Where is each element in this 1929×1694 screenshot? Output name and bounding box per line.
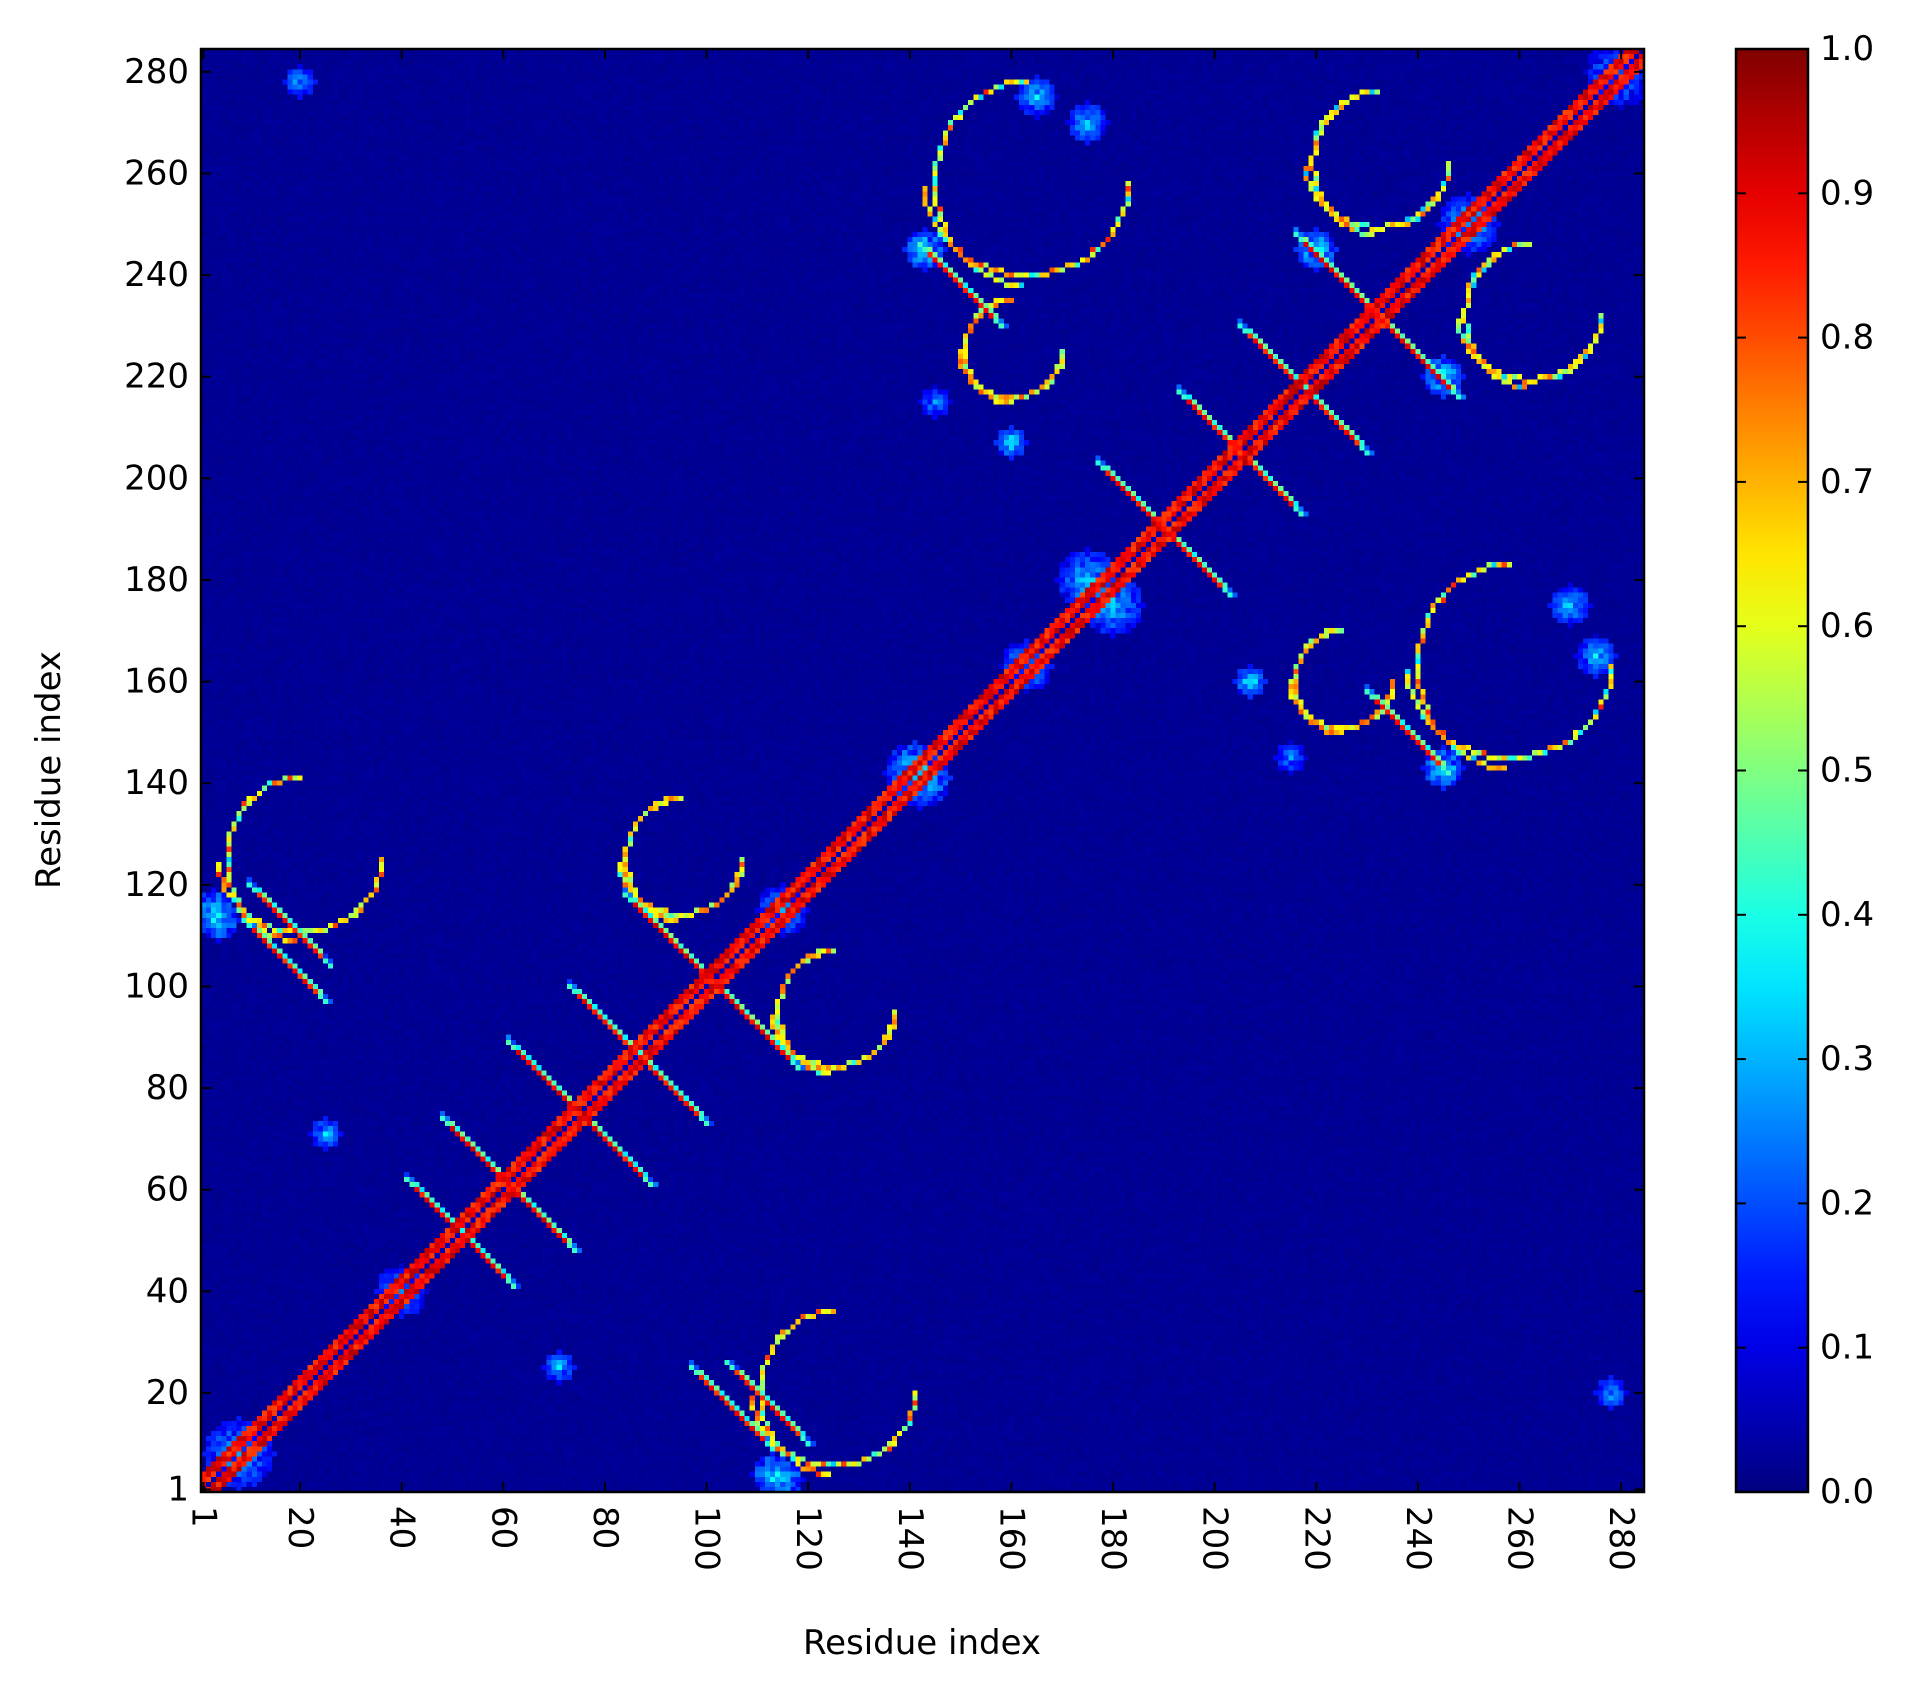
x-tick-label: 260	[1500, 1506, 1540, 1571]
plot-frame	[199, 47, 1646, 1494]
colorbar-gradient	[1736, 49, 1808, 1492]
x-tick-label: 240	[1398, 1506, 1438, 1571]
colorbar-tick-label: 0.8	[1820, 318, 1874, 358]
colorbar-tick-label: 0.6	[1820, 606, 1874, 646]
x-tick-label: 20	[280, 1506, 320, 1549]
y-tick-label: 20	[146, 1373, 189, 1413]
plot-area	[199, 47, 1646, 1494]
y-tick-label: 200	[124, 458, 189, 498]
y-tick-label: 1	[167, 1469, 189, 1509]
y-tick-label: 120	[124, 865, 189, 905]
y-tick-label: 180	[124, 560, 189, 600]
y-tick-label: 100	[124, 966, 189, 1006]
colorbar-tick-label: 0.2	[1820, 1183, 1874, 1223]
y-axis-label: Residue index	[29, 651, 69, 889]
y-tick-label: 60	[146, 1170, 189, 1210]
x-tick-label: 100	[687, 1506, 727, 1571]
colorbar-tick-label: 0.1	[1820, 1328, 1874, 1368]
colorbar-tick-label: 0.7	[1820, 462, 1874, 502]
x-tick-label: 40	[382, 1506, 422, 1549]
y-tick-label: 160	[124, 662, 189, 702]
y-tick-label: 80	[146, 1068, 189, 1108]
heatmap-image	[201, 49, 1644, 1492]
x-axis-label: Residue index	[803, 1623, 1041, 1663]
y-tick-label: 140	[124, 763, 189, 803]
x-tick-label: 200	[1195, 1506, 1235, 1571]
colorbar-tick-label: 0.0	[1820, 1472, 1874, 1512]
x-tick-label: 220	[1296, 1506, 1336, 1571]
x-tick-label: 180	[1093, 1506, 1133, 1571]
colorbar-tick-label: 0.9	[1820, 173, 1874, 213]
x-tick-label: 280	[1601, 1506, 1641, 1571]
x-tick-label: 120	[788, 1506, 828, 1571]
y-tick-label: 240	[124, 255, 189, 295]
colorbar-tick-label: 0.4	[1820, 895, 1874, 935]
colorbar-tick-label: 0.5	[1820, 751, 1874, 791]
y-tick-label: 220	[124, 357, 189, 397]
x-tick-label: 80	[585, 1506, 625, 1549]
colorbar: 0.0 0.1 0.2 0.3 0.4 0.5 0.6 0.7 0.8 0.9 1.0	[1734, 29, 1874, 1512]
x-tick-label: 140	[890, 1506, 930, 1571]
y-tick-label: 40	[146, 1271, 189, 1311]
colorbar-tick-label: 0.3	[1820, 1039, 1874, 1079]
y-tick-label: 280	[124, 52, 189, 92]
colorbar-tick-label: 1.0	[1820, 29, 1874, 69]
x-tick-label: 1	[184, 1506, 224, 1528]
x-tick-label: 160	[991, 1506, 1031, 1571]
x-axis-ticks: 1 20 40 60 80 100 120 140 160 180 200 220 240 260 280	[184, 49, 1641, 1571]
colorbar-ticks: 0.0 0.1 0.2 0.3 0.4 0.5 0.6 0.7 0.8 0.9 1.0	[1736, 29, 1874, 1512]
x-tick-label: 60	[483, 1506, 523, 1549]
y-tick-label: 260	[124, 153, 189, 193]
